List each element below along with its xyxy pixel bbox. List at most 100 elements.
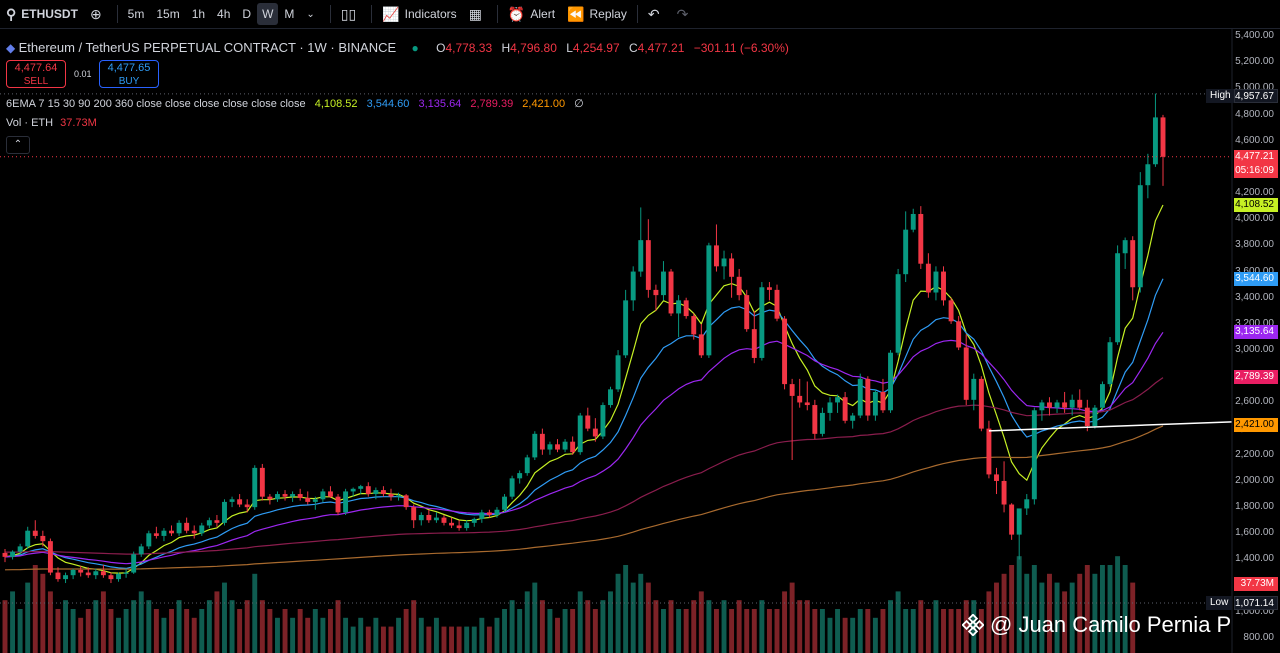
candle-body [10, 551, 16, 557]
price-tick: 5,000.00 [1235, 82, 1274, 94]
volume-bar [645, 582, 651, 653]
alert-button[interactable]: ⏰ Alert [502, 0, 561, 28]
volume-bar [433, 617, 439, 653]
timeframe-dropdown[interactable]: ⌄ [300, 0, 325, 28]
ema-360-value: ∅ [574, 98, 584, 110]
candle-body [32, 530, 38, 536]
candle-body [562, 441, 568, 450]
volume-bar [918, 600, 924, 653]
chevron-down-icon: ⌄ [306, 8, 315, 20]
sell-button[interactable]: 4,477.64 SELL [6, 60, 66, 88]
volume-bar [827, 617, 833, 653]
volume-bar [517, 609, 523, 653]
volume-bar [93, 600, 99, 653]
indicators-label: Indicators [404, 7, 457, 21]
volume-bar [713, 609, 719, 653]
timeframe-d[interactable]: D [242, 7, 252, 21]
volume-bar [850, 617, 856, 653]
ema-90-axis-label: 2,789.39 [1234, 370, 1278, 384]
timeframe-m[interactable]: M [284, 7, 295, 21]
volume-bar [880, 609, 886, 653]
replay-button[interactable]: ⏪ Replay [561, 0, 633, 28]
candle-body [290, 494, 296, 497]
candle-body [456, 525, 462, 529]
candle-body [275, 494, 280, 500]
volume-bar [1099, 565, 1105, 653]
candle-body [804, 402, 810, 406]
price-tick: 3,600.00 [1235, 266, 1274, 277]
layouts-button[interactable]: ▦ [463, 0, 493, 28]
candle-body [1145, 164, 1151, 186]
volume-bar [509, 600, 515, 653]
candle-body [986, 428, 992, 475]
timeframe-4h[interactable]: 4h [217, 7, 231, 21]
low-value: 4,254.97 [572, 41, 620, 55]
volume-bar [320, 617, 326, 653]
candle-body [433, 517, 439, 521]
chart-type-button[interactable]: ▯▯ [335, 0, 367, 28]
candle-body [842, 397, 848, 421]
alert-label: Alert [530, 7, 556, 21]
candle-body [1107, 342, 1113, 385]
candle-body [206, 520, 212, 526]
volume-bar [494, 617, 500, 653]
volume-bar [282, 609, 288, 653]
candle-body [320, 491, 326, 500]
candle-body [827, 402, 833, 413]
price-tick: 4,000.00 [1235, 213, 1274, 225]
compare-button[interactable]: ⊕ [84, 0, 113, 28]
volume-bar [312, 609, 318, 653]
buy-price: 4,477.65 [107, 62, 151, 74]
sell-price: 4,477.64 [14, 62, 58, 74]
candle-body [78, 569, 84, 573]
timeframe-1h[interactable]: 1h [191, 7, 206, 21]
candle-body [570, 441, 576, 453]
volume-bar [1069, 582, 1075, 653]
volume-bar [1077, 573, 1083, 653]
timeframe-w[interactable]: W [257, 3, 279, 25]
redo-button[interactable]: ↷ [671, 0, 700, 28]
candle-body [153, 533, 159, 536]
candle-body [471, 518, 477, 523]
buy-button[interactable]: 4,477.65 BUY [99, 60, 159, 88]
timeframe-5m[interactable]: 5m [127, 7, 145, 21]
volume-bar [471, 626, 477, 653]
candle-body [25, 530, 31, 547]
volume-bar [85, 609, 91, 653]
volume-bar [259, 600, 265, 653]
change-value: −301.11 (−6.30%) [693, 41, 789, 55]
candle-body [1009, 504, 1015, 535]
candle-body [100, 571, 106, 576]
candle-body [638, 240, 644, 272]
undo-button[interactable]: ↶ [642, 0, 671, 28]
volume-bar [327, 609, 333, 653]
volume-bar [766, 609, 772, 653]
candle-body [661, 271, 666, 296]
high-marker-value: 4,957.67 [1234, 89, 1278, 103]
collapse-legend-button[interactable]: ⌃ [6, 136, 30, 154]
volume-bar [872, 617, 878, 653]
redo-icon: ↷ [676, 5, 689, 22]
ema-30-value: 3,135.64 [418, 98, 462, 110]
candle-body [1137, 185, 1143, 288]
price-chart[interactable] [0, 29, 1280, 653]
volume-bar [638, 573, 644, 653]
volume-bar [706, 600, 712, 653]
volume-bar [1084, 565, 1090, 653]
close-value: 4,477.21 [637, 41, 685, 55]
candle-body [615, 355, 621, 390]
volume-bar [933, 600, 939, 653]
volume-bar [524, 591, 530, 653]
price-tick: 4,600.00 [1235, 134, 1274, 146]
candle-body [1160, 117, 1166, 157]
volume-bar [25, 582, 31, 653]
candle-body [47, 541, 53, 573]
candle-body [925, 263, 931, 293]
close-label: C [628, 41, 638, 55]
timeframe-15m[interactable]: 15m [156, 7, 180, 21]
indicators-button[interactable]: 📈 Indicators [376, 0, 462, 28]
candle-body [865, 378, 871, 416]
candle-body [592, 428, 598, 437]
symbol-search[interactable]: ⚲ ETHUSDT [0, 0, 84, 28]
volume-bar [131, 600, 137, 653]
